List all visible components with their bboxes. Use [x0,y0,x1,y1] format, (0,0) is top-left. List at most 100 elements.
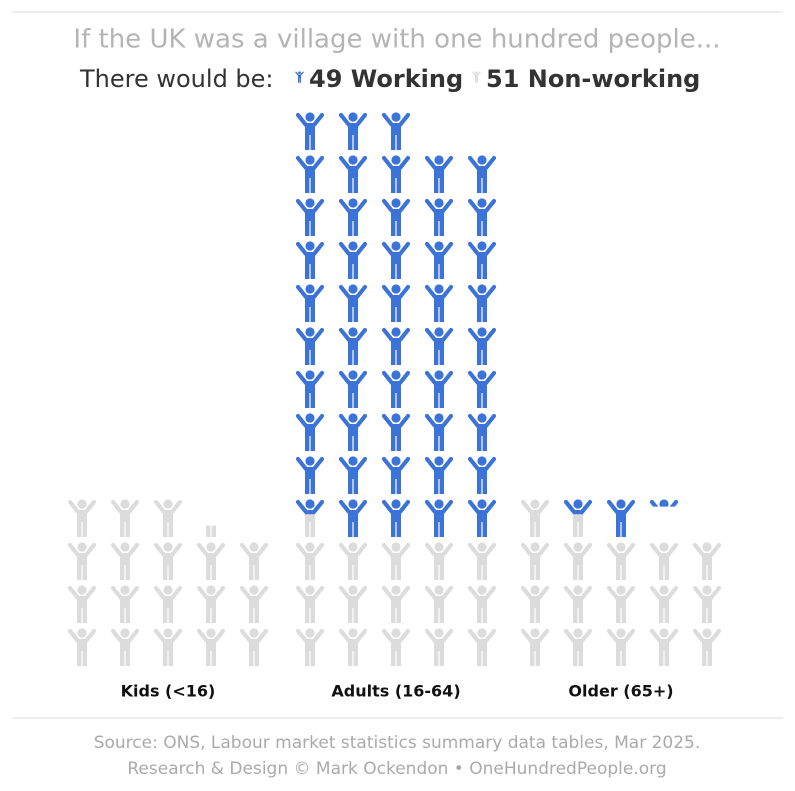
person-shape [384,284,408,322]
person-icon [695,542,719,580]
person-icon [652,585,676,623]
person-shape [609,499,633,537]
person-icon [199,585,223,623]
person-icon [341,327,365,365]
person-shape [298,456,322,494]
person-icon [384,456,408,494]
person-shape [341,284,365,322]
person-shape [470,456,494,494]
person-shape [113,585,137,623]
person-icon [470,155,494,193]
person-shape [341,112,365,150]
person-icon [695,585,719,623]
person-icon [341,456,365,494]
person-icon [298,628,322,666]
person-shape [384,155,408,193]
person-icon [470,413,494,451]
person-icon [156,585,180,623]
person-icon [298,327,322,365]
person-shape [695,585,719,623]
person-icon [470,456,494,494]
person-shape [199,542,223,580]
person-icon [199,542,223,580]
person-icon [298,155,322,193]
person-shape [298,413,322,451]
person-shape [652,542,676,580]
person-shape [156,585,180,623]
person-shape [470,413,494,451]
person-shape [341,370,365,408]
person-icon [427,370,451,408]
person-icon [609,628,633,666]
category-label: Adults (16-64) [331,682,460,701]
person-icon [384,499,408,537]
person-shape [609,628,633,666]
category-label: Kids (<16) [121,682,216,701]
person-icon [70,585,94,623]
person-icon [113,585,137,623]
person-icon [384,112,408,150]
person-shape [156,499,180,537]
person-shape [199,585,223,623]
person-icon [427,284,451,322]
person-shape [427,198,451,236]
person-shape [298,370,322,408]
person-icon [242,542,266,580]
person-shape [298,542,322,580]
person-icon [70,542,94,580]
person-icon [199,628,223,666]
person-shape [384,585,408,623]
person-icon [298,112,322,150]
person-shape [609,585,633,623]
person-shape [427,585,451,623]
person-shape [566,542,590,580]
person-shape [242,628,266,666]
person-shape [384,112,408,150]
person-icon [242,585,266,623]
person-icon [427,499,451,537]
person-shape [427,155,451,193]
person-icon [199,499,223,537]
person-shape [298,628,322,666]
person-shape [470,499,494,537]
person-icon [609,542,633,580]
person-icon [341,155,365,193]
person-icon [470,284,494,322]
person-icon [341,628,365,666]
person-shape [341,628,365,666]
person-shape [298,284,322,322]
person-icon [156,499,180,537]
person-icon [427,585,451,623]
legend-total: 51 [486,65,519,93]
person-shape [427,284,451,322]
legend-name: Non-working [528,65,701,93]
person-shape [384,499,408,537]
person-icon [113,499,137,537]
person-icon [341,370,365,408]
category-label: Older (65+) [568,682,673,701]
person-icon [341,284,365,322]
person-icon [298,284,322,322]
person-shape [566,585,590,623]
person-icon [70,628,94,666]
person-icon [566,628,590,666]
person-shape [523,628,547,666]
person-shape [566,628,590,666]
person-icon [384,628,408,666]
person-icon [384,284,408,322]
person-shape [427,327,451,365]
person-icon [566,585,590,623]
person-icon [427,456,451,494]
person-shape [113,499,137,537]
person-icon [566,542,590,580]
person-shape [341,413,365,451]
person-shape [427,628,451,666]
person-shape [70,499,94,537]
person-shape [384,542,408,580]
person-shape [113,628,137,666]
person-icon [113,542,137,580]
person-shape [341,585,365,623]
person-shape [523,585,547,623]
person-icon [242,628,266,666]
legend-icon [295,71,304,83]
